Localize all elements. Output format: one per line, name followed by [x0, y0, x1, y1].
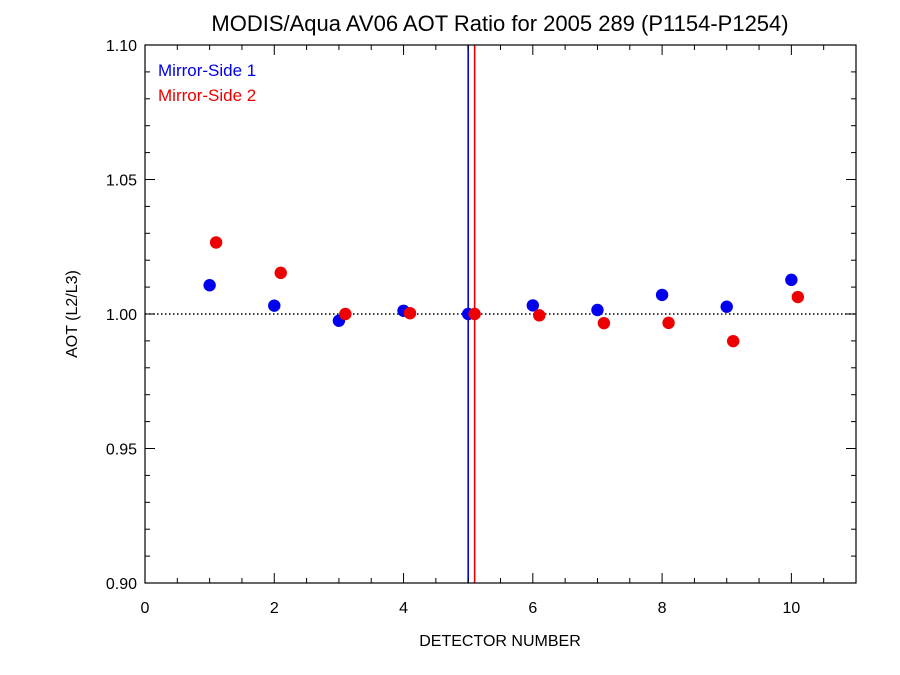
point-series2-4	[403, 306, 417, 320]
point-series2-8	[662, 316, 675, 330]
point-series2-9	[726, 334, 740, 348]
x-tick-label: 10	[782, 600, 800, 617]
point-series2-5	[468, 307, 481, 321]
data-points	[203, 236, 805, 348]
x-tick-label: 0	[141, 600, 150, 617]
point-series2-2	[274, 266, 287, 280]
legend: Mirror-Side 1 Mirror-Side 2	[158, 61, 256, 105]
x-tick-label: 4	[399, 600, 408, 617]
y-tick-label: 1.05	[106, 173, 137, 190]
legend-entry-mirror-side-1: Mirror-Side 1	[158, 61, 256, 80]
chart-title: MODIS/Aqua AV06 AOT Ratio for 2005 289 (…	[211, 11, 788, 36]
y-tick-label: 1.00	[106, 307, 137, 324]
x-axis-label: DETECTOR NUMBER	[419, 633, 581, 650]
legend-entry-mirror-side-2: Mirror-Side 2	[158, 86, 256, 105]
point-series1-10	[785, 273, 798, 287]
point-series1-6	[526, 299, 540, 312]
y-tick-label: 0.95	[106, 442, 137, 459]
point-series1-9	[720, 300, 733, 313]
x-tick-label: 8	[658, 600, 667, 617]
point-series1-8	[655, 288, 669, 302]
point-series2-10	[791, 290, 805, 304]
point-series1-7	[591, 303, 604, 317]
x-axis-ticks: 0 2 4 6 8 10	[141, 45, 857, 617]
y-axis-label: AOT (L2/L3)	[64, 270, 81, 358]
point-series2-3	[339, 307, 352, 321]
y-axis-ticks: 0.90 0.95 1.00 1.05 1.10	[106, 38, 856, 593]
point-series2-7	[597, 316, 611, 330]
y-tick-label: 1.10	[106, 38, 137, 55]
point-series1-2	[268, 299, 281, 312]
point-series2-6	[533, 309, 546, 322]
x-tick-label: 6	[528, 600, 537, 617]
point-series2-1	[209, 236, 223, 249]
point-series1-1	[203, 279, 216, 292]
x-tick-label: 2	[270, 600, 279, 617]
y-tick-label: 0.90	[106, 576, 137, 593]
